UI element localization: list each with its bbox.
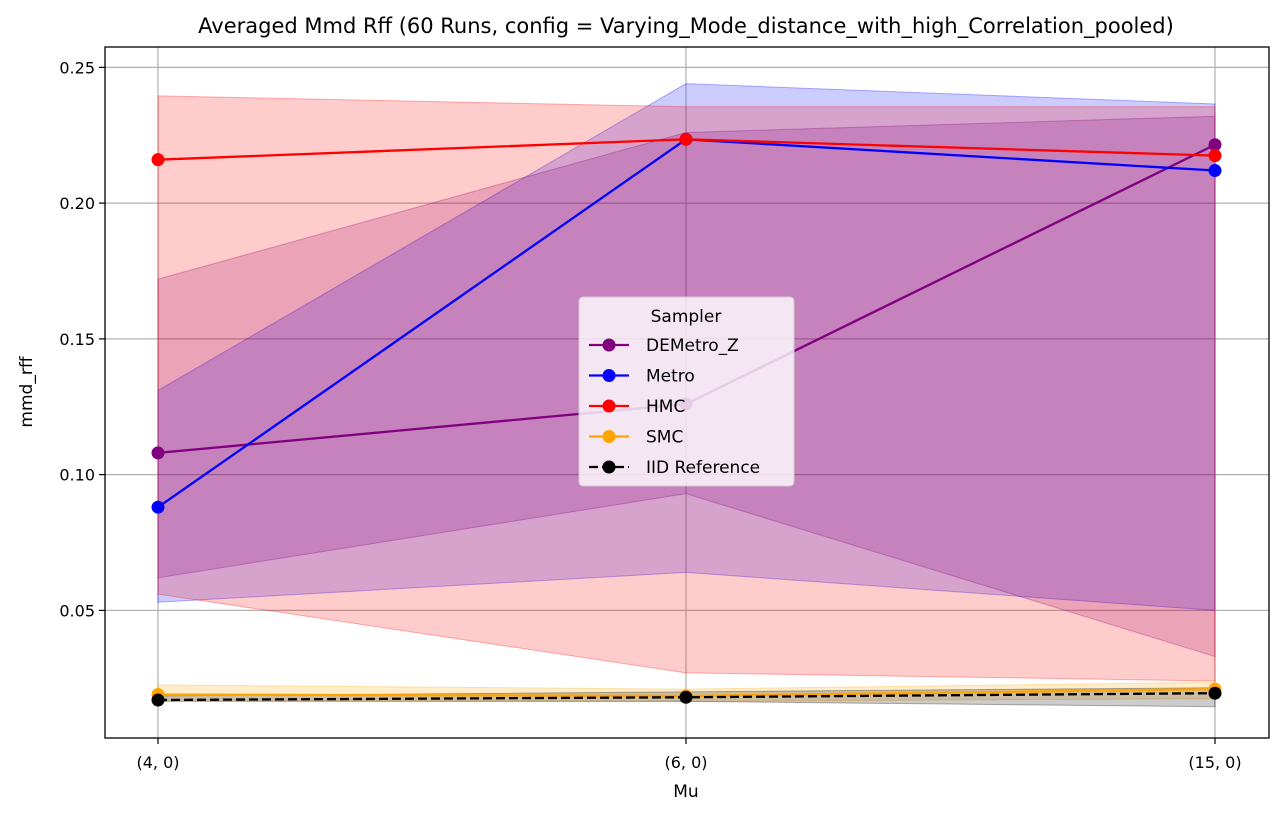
- y-tick-label-3: 0.20: [59, 194, 95, 213]
- x-axis-label: Mu: [673, 782, 698, 802]
- chart-title: Averaged Mmd Rff (60 Runs, config = Vary…: [198, 14, 1174, 39]
- x-tick-label-2: (15, 0): [1188, 753, 1241, 772]
- point-iid-reference-2: [1208, 686, 1222, 700]
- legend: Sampler DEMetro_Z Metro HMC SMC IID Referenc…: [578, 296, 795, 487]
- y-axis-ticks: 0.05 0.10 0.15 0.20 0.25: [59, 58, 105, 620]
- y-tick-label-4: 0.25: [59, 58, 95, 77]
- point-hmc-0: [151, 153, 165, 167]
- legend-marker-metro: [602, 369, 616, 382]
- point-metro-2: [1208, 164, 1222, 178]
- point-demetro-z-2: [1208, 138, 1222, 152]
- x-tick-label-1: (6, 0): [664, 753, 707, 772]
- point-metro-0: [151, 500, 165, 514]
- x-tick-label-0: (4, 0): [136, 753, 179, 772]
- point-hmc-1: [679, 132, 693, 146]
- legend-title: Sampler: [651, 307, 722, 327]
- legend-marker-demetro-z: [602, 338, 616, 352]
- y-tick-label-1: 0.10: [59, 466, 95, 485]
- legend-label-smc: SMC: [646, 428, 683, 448]
- y-tick-label-2: 0.15: [59, 330, 95, 349]
- point-iid-reference-0: [151, 693, 165, 707]
- legend-marker-smc: [602, 430, 616, 443]
- legend-items: DEMetro_Z Metro HMC SMC IID Reference: [589, 336, 760, 478]
- point-demetro-z-0: [151, 446, 165, 460]
- plot-frame: [104, 46, 1270, 739]
- x-axis-ticks: (4, 0) (6, 0) (15, 0): [136, 738, 1242, 772]
- y-axis-label: mmd_rff: [17, 355, 37, 427]
- point-hmc-2: [1208, 149, 1222, 163]
- legend-label-demetro-z: DEMetro_Z: [646, 336, 739, 356]
- y-tick-label-0: 0.05: [59, 601, 95, 620]
- legend-marker-iid-reference: [602, 460, 616, 474]
- point-iid-reference-1: [679, 690, 693, 704]
- legend-marker-hmc: [602, 399, 616, 413]
- legend-label-iid-reference: IID Reference: [646, 458, 760, 478]
- legend-box: [578, 296, 795, 487]
- legend-label-metro: Metro: [646, 367, 695, 387]
- legend-label-hmc: HMC: [646, 397, 685, 417]
